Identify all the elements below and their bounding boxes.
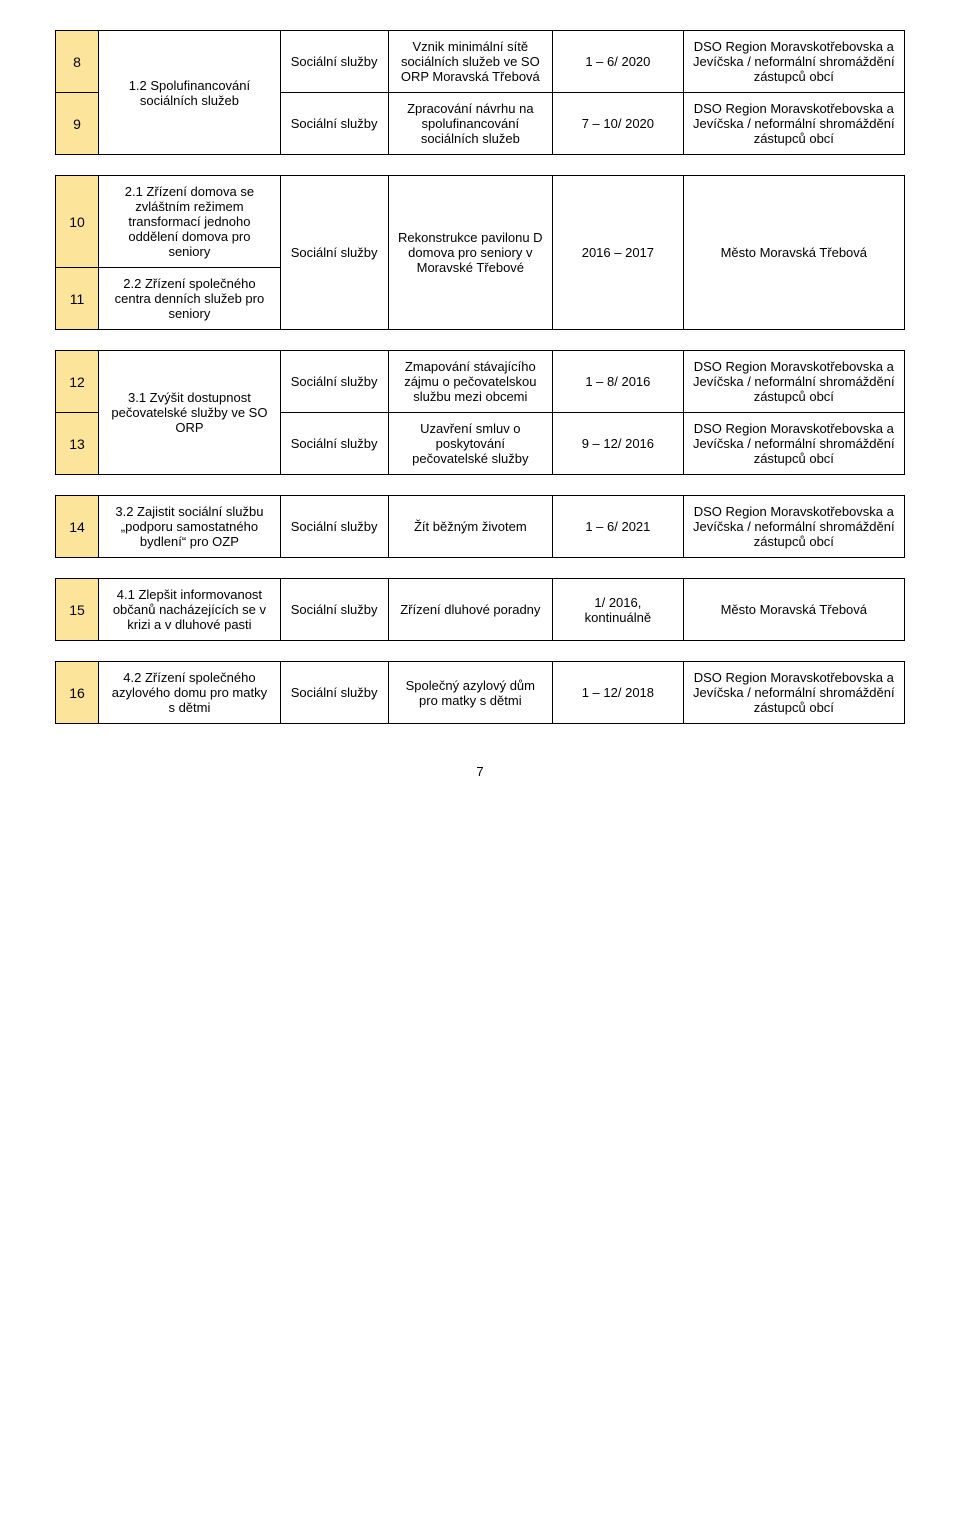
description-cell: Zmapování stávajícího zájmu o pečovatels… — [388, 351, 553, 413]
date-cell: 9 – 12/ 2016 — [553, 413, 684, 475]
category-cell: Sociální služby — [280, 176, 388, 330]
date-cell: 1 – 8/ 2016 — [553, 351, 684, 413]
responsible-cell: DSO Region Moravskotřebovska a Jevíčska … — [683, 31, 904, 93]
table-group-2: 10 2.1 Zřízení domova se zvláštním režim… — [55, 175, 905, 330]
description-cell: Vznik minimální sítě sociálních služeb v… — [388, 31, 553, 93]
description-cell: Zpracování návrhu na spolufinan­cování s… — [388, 93, 553, 155]
row-number: 15 — [56, 579, 99, 641]
row-number: 11 — [56, 268, 99, 330]
description-cell: Žít běžným životem — [388, 496, 553, 558]
description-cell: Uzavření smluv o poskytování pečovatelsk… — [388, 413, 553, 475]
date-cell: 1 – 6/ 2020 — [553, 31, 684, 93]
table-group-1: 8 1.2 Spolufinancování sociálních služeb… — [55, 30, 905, 155]
row-number: 9 — [56, 93, 99, 155]
category-cell: Sociální služby — [280, 351, 388, 413]
date-cell: 2016 – 2017 — [553, 176, 684, 330]
date-cell: 1 – 12/ 2018 — [553, 662, 684, 724]
responsible-cell: Město Moravská Třebová — [683, 579, 904, 641]
table-row: 14 3.2 Zajistit sociální službu „podporu… — [56, 496, 905, 558]
goal-cell: 1.2 Spolufinancování sociálních služeb — [99, 31, 281, 155]
row-number: 14 — [56, 496, 99, 558]
date-cell: 7 – 10/ 2020 — [553, 93, 684, 155]
row-number: 10 — [56, 176, 99, 268]
date-cell: 1 – 6/ 2021 — [553, 496, 684, 558]
row-number: 13 — [56, 413, 99, 475]
category-cell: Sociální služby — [280, 662, 388, 724]
table-group-6: 16 4.2 Zřízení společného azylového domu… — [55, 661, 905, 724]
table-group-5: 15 4.1 Zlepšit informovanost občanů nach… — [55, 578, 905, 641]
goal-cell: 3.2 Zajistit sociální službu „podporu sa… — [99, 496, 281, 558]
table-row: 12 3.1 Zvýšit dostupnost pečovatelské sl… — [56, 351, 905, 413]
table-group-3: 12 3.1 Zvýšit dostupnost pečovatelské sl… — [55, 350, 905, 475]
table-row: 16 4.2 Zřízení společného azylového domu… — [56, 662, 905, 724]
table-row: 10 2.1 Zřízení domova se zvláštním režim… — [56, 176, 905, 268]
responsible-cell: DSO Region Moravskotřebovska a Jevíčska … — [683, 93, 904, 155]
category-cell: Sociální služby — [280, 31, 388, 93]
table-row: 15 4.1 Zlepšit informovanost občanů nach… — [56, 579, 905, 641]
row-number: 8 — [56, 31, 99, 93]
category-cell: Sociální služby — [280, 93, 388, 155]
category-cell: Sociální služby — [280, 413, 388, 475]
table-row: 8 1.2 Spolufinancování sociálních služeb… — [56, 31, 905, 93]
category-cell: Sociální služby — [280, 496, 388, 558]
row-number: 12 — [56, 351, 99, 413]
goal-cell: 2.2 Zřízení společného centra denních sl… — [99, 268, 281, 330]
row-number: 16 — [56, 662, 99, 724]
goal-cell: 3.1 Zvýšit dostupnost pečovatelské služb… — [99, 351, 281, 475]
page-number: 7 — [55, 764, 905, 779]
table-group-4: 14 3.2 Zajistit sociální službu „podporu… — [55, 495, 905, 558]
description-cell: Společný azylový dům pro matky s dětmi — [388, 662, 553, 724]
responsible-cell: DSO Region Moravskotřebovska a Jevíčska … — [683, 351, 904, 413]
description-cell: Rekonstrukce pavilonu D domova pro senio… — [388, 176, 553, 330]
responsible-cell: DSO Region Moravskotřebovska a Jevíčska … — [683, 496, 904, 558]
responsible-cell: DSO Region Moravskotřebovska a Jevíčska … — [683, 413, 904, 475]
responsible-cell: DSO Region Moravskotřebovska a Jevíčska … — [683, 662, 904, 724]
responsible-cell: Město Moravská Třebová — [683, 176, 904, 330]
goal-cell: 4.1 Zlepšit informovanost občanů nacháze… — [99, 579, 281, 641]
goal-cell: 2.1 Zřízení domova se zvláštním režimem … — [99, 176, 281, 268]
goal-cell: 4.2 Zřízení společného azylového domu pr… — [99, 662, 281, 724]
category-cell: Sociální služby — [280, 579, 388, 641]
description-cell: Zřízení dluhové poradny — [388, 579, 553, 641]
date-cell: 1/ 2016, kontinuálně — [553, 579, 684, 641]
